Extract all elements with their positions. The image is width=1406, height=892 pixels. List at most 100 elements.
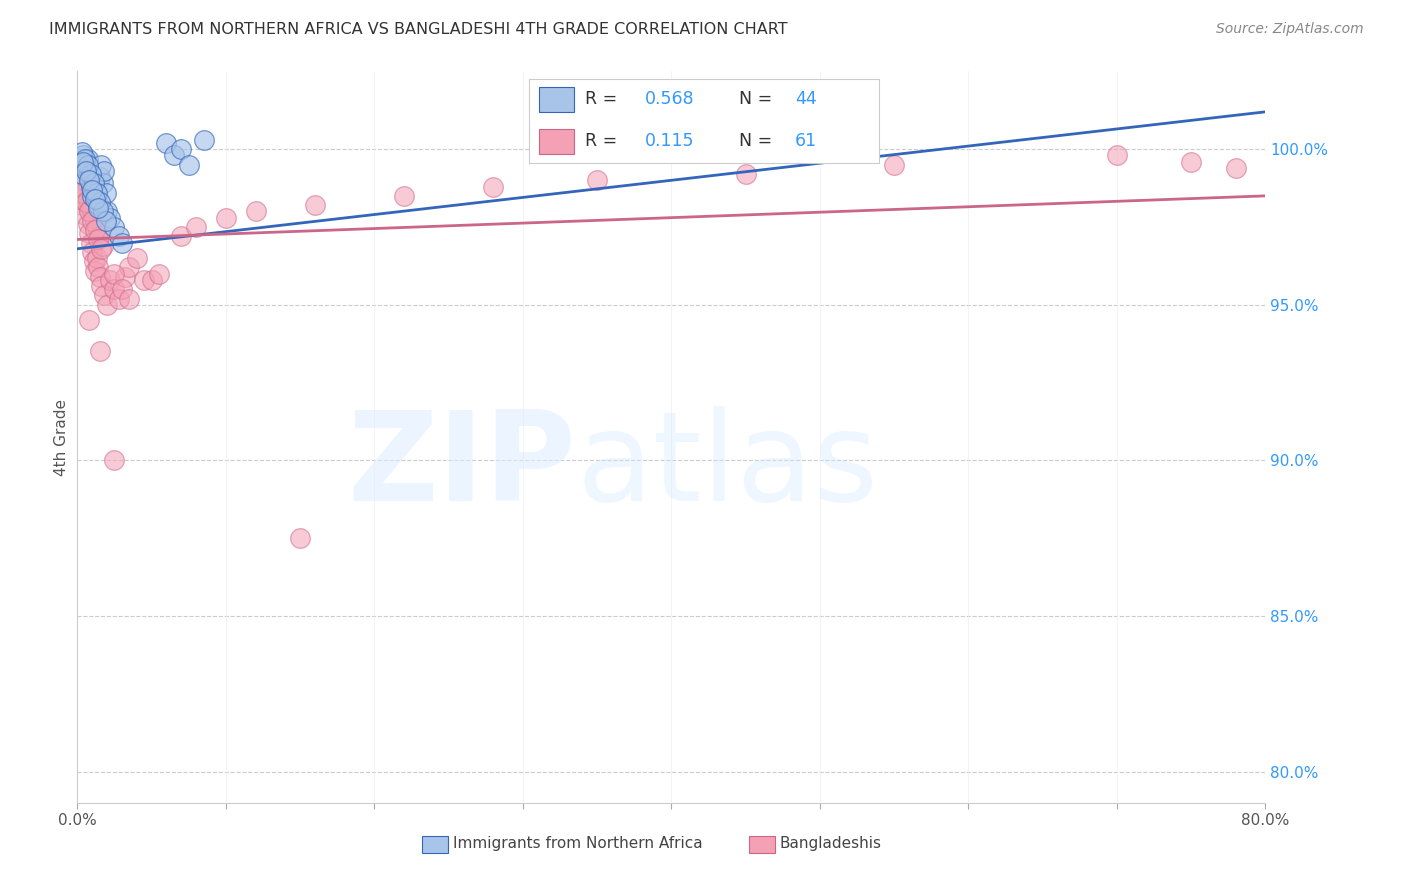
Point <box>82 213 104 227</box>
Point <box>108 292 131 306</box>
Point <box>91 177 114 191</box>
Point <box>77 173 100 187</box>
Point <box>87 260 110 275</box>
Point <box>93 164 115 178</box>
Point <box>103 267 125 281</box>
Point <box>690 127 713 141</box>
Point <box>94 213 117 227</box>
Point <box>103 219 125 234</box>
Point <box>86 186 108 200</box>
Point <box>82 189 104 203</box>
Point <box>86 251 108 265</box>
Y-axis label: 4th Grade: 4th Grade <box>53 399 69 475</box>
Point <box>75 195 97 210</box>
Point <box>83 177 105 191</box>
Point <box>108 229 131 244</box>
Point <box>134 273 156 287</box>
Point <box>170 142 193 156</box>
Point <box>73 152 96 166</box>
Point <box>96 204 118 219</box>
Point <box>82 183 104 197</box>
Text: IMMIGRANTS FROM NORTHERN AFRICA VS BANGLADESHI 4TH GRADE CORRELATION CHART: IMMIGRANTS FROM NORTHERN AFRICA VS BANGL… <box>49 22 787 37</box>
Point <box>69 189 91 203</box>
Point <box>75 164 97 178</box>
FancyBboxPatch shape <box>748 837 775 853</box>
Point <box>118 292 141 306</box>
Point <box>98 273 121 287</box>
Point <box>1105 148 1128 162</box>
Point <box>288 531 311 545</box>
Point <box>86 219 108 234</box>
Point <box>76 217 98 231</box>
Point <box>87 198 110 212</box>
Point <box>77 204 100 219</box>
Point <box>75 195 97 210</box>
Point <box>86 192 108 206</box>
Point <box>83 211 105 225</box>
Point <box>80 202 103 216</box>
Point <box>76 152 98 166</box>
Point <box>76 192 98 206</box>
Point <box>89 170 111 185</box>
FancyBboxPatch shape <box>422 837 449 853</box>
Point <box>111 235 134 250</box>
Point <box>155 136 177 150</box>
Point <box>77 164 100 178</box>
Text: atlas: atlas <box>576 406 879 527</box>
Point <box>586 173 609 187</box>
Text: Immigrants from Northern Africa: Immigrants from Northern Africa <box>453 836 703 851</box>
Point <box>73 208 96 222</box>
Point <box>392 189 415 203</box>
Point <box>245 204 267 219</box>
Point <box>111 282 134 296</box>
Point <box>76 158 98 172</box>
Point <box>69 158 91 172</box>
Point <box>82 244 104 259</box>
Point <box>94 186 117 200</box>
Point <box>103 282 125 296</box>
Point <box>72 154 94 169</box>
Point <box>148 267 170 281</box>
Point <box>304 198 326 212</box>
Point <box>77 313 100 327</box>
Point <box>91 204 114 219</box>
Text: ZIP: ZIP <box>347 406 576 527</box>
Point <box>70 167 93 181</box>
Point <box>73 183 96 197</box>
Point <box>1225 161 1247 175</box>
Point <box>87 202 110 216</box>
Point <box>84 263 107 277</box>
Point <box>73 154 96 169</box>
Point <box>84 183 107 197</box>
Point <box>84 192 107 206</box>
Point <box>77 226 100 240</box>
Point <box>118 260 141 275</box>
Point <box>89 269 111 284</box>
Point <box>90 242 112 256</box>
Point <box>72 179 94 194</box>
Point <box>114 269 136 284</box>
Text: Source: ZipAtlas.com: Source: ZipAtlas.com <box>1216 22 1364 37</box>
Point <box>70 145 93 160</box>
Point <box>87 232 110 246</box>
Point <box>215 211 238 225</box>
Point <box>83 173 105 187</box>
Point <box>80 167 103 181</box>
Point <box>70 173 93 187</box>
Point <box>70 198 93 212</box>
Point <box>141 273 163 287</box>
Point <box>89 229 111 244</box>
Point <box>125 251 148 265</box>
Point <box>91 238 114 252</box>
Point <box>103 453 125 467</box>
Point <box>83 254 105 268</box>
Point <box>89 195 111 210</box>
Point <box>163 148 186 162</box>
Point <box>734 167 756 181</box>
Point <box>98 211 121 225</box>
Point <box>75 161 97 175</box>
Point <box>1180 154 1202 169</box>
Point <box>186 219 208 234</box>
Point <box>883 158 905 172</box>
Point <box>72 148 94 162</box>
